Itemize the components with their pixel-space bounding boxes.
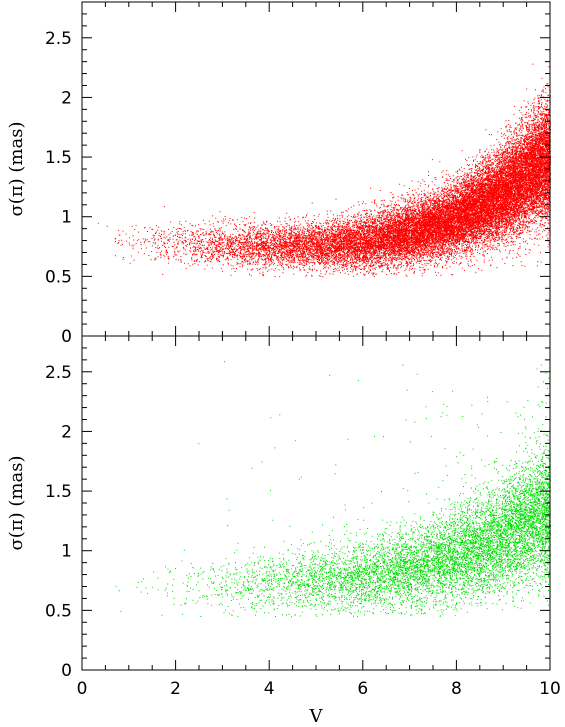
bottom-y-axis-title: σ(π) (mas)	[6, 456, 27, 551]
scatter-series	[115, 361, 551, 618]
bottom-axis-ticks	[81, 335, 551, 671]
y-tick-label: 0	[61, 661, 72, 681]
top-axis-ticks	[81, 1, 551, 337]
y-tick-label: 1	[61, 542, 72, 562]
x-tick-label: 0	[77, 679, 88, 699]
top-scatter-points	[97, 63, 552, 278]
top-y-axis-title: σ(π) (mas)	[6, 122, 27, 217]
y-tick-label: 1	[61, 208, 72, 228]
bottom-plot-frame	[81, 335, 551, 671]
y-tick-label: 1.5	[45, 148, 72, 168]
y-tick-label: 0	[61, 327, 72, 347]
x-tick-label: 4	[264, 679, 275, 699]
top-panel: 0 0.5 1 1.5 2 2.5 σ(π) (mas)	[6, 1, 552, 347]
x-tick-label: 6	[357, 679, 368, 699]
bottom-y-tick-labels: 0 0.5 1 1.5 2 2.5	[45, 363, 72, 681]
y-tick-label: 1.5	[45, 482, 72, 502]
y-tick-label: 2.5	[45, 363, 72, 383]
x-tick-labels: 0 2 4 6 8 10	[77, 679, 561, 699]
y-tick-label: 2	[61, 88, 72, 108]
bottom-panel: 0 0.5 1 1.5 2 2.5 0 2 4 6 8 10 σ(π) (mas) V	[6, 335, 561, 727]
x-tick-label: 2	[170, 679, 181, 699]
bottom-scatter-points	[115, 361, 551, 618]
x-tick-label: 8	[451, 679, 462, 699]
y-tick-label: 2	[61, 422, 72, 442]
y-tick-label: 0.5	[45, 267, 72, 287]
x-axis-title: V	[309, 706, 324, 727]
y-tick-label: 0.5	[45, 601, 72, 621]
x-tick-label: 10	[539, 679, 561, 699]
scatter-series	[97, 63, 552, 278]
y-tick-label: 2.5	[45, 29, 72, 49]
top-y-tick-labels: 0 0.5 1 1.5 2 2.5	[45, 29, 72, 347]
